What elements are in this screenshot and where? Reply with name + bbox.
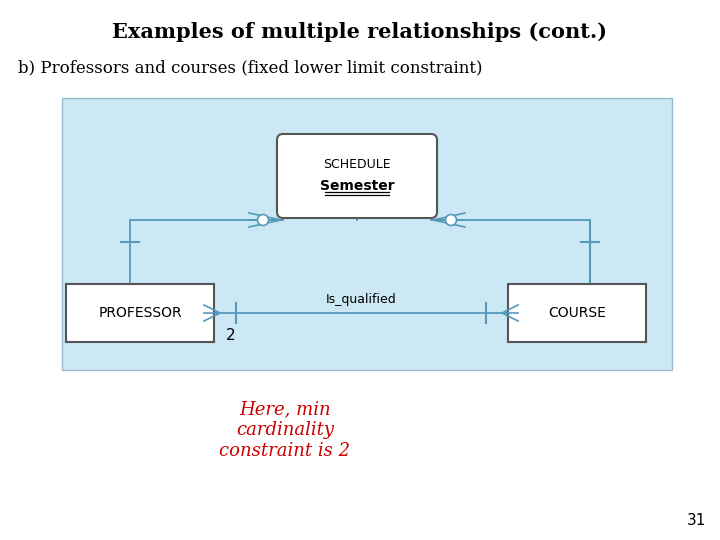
Text: 31: 31	[687, 513, 706, 528]
FancyBboxPatch shape	[62, 98, 672, 370]
Circle shape	[258, 214, 269, 226]
Text: SCHEDULE: SCHEDULE	[323, 158, 391, 171]
Text: PROFESSOR: PROFESSOR	[98, 306, 182, 320]
Text: b) Professors and courses (fixed lower limit constraint): b) Professors and courses (fixed lower l…	[18, 59, 482, 77]
FancyBboxPatch shape	[277, 134, 437, 218]
FancyBboxPatch shape	[66, 284, 214, 342]
Text: Here, min
cardinality
constraint is 2: Here, min cardinality constraint is 2	[220, 400, 351, 460]
Circle shape	[446, 214, 456, 226]
FancyBboxPatch shape	[508, 284, 646, 342]
Text: Is_qualified: Is_qualified	[325, 293, 397, 306]
Text: 2: 2	[226, 327, 236, 342]
Text: Examples of multiple relationships (cont.): Examples of multiple relationships (cont…	[112, 22, 608, 42]
Text: COURSE: COURSE	[548, 306, 606, 320]
Text: Semester: Semester	[320, 179, 395, 193]
